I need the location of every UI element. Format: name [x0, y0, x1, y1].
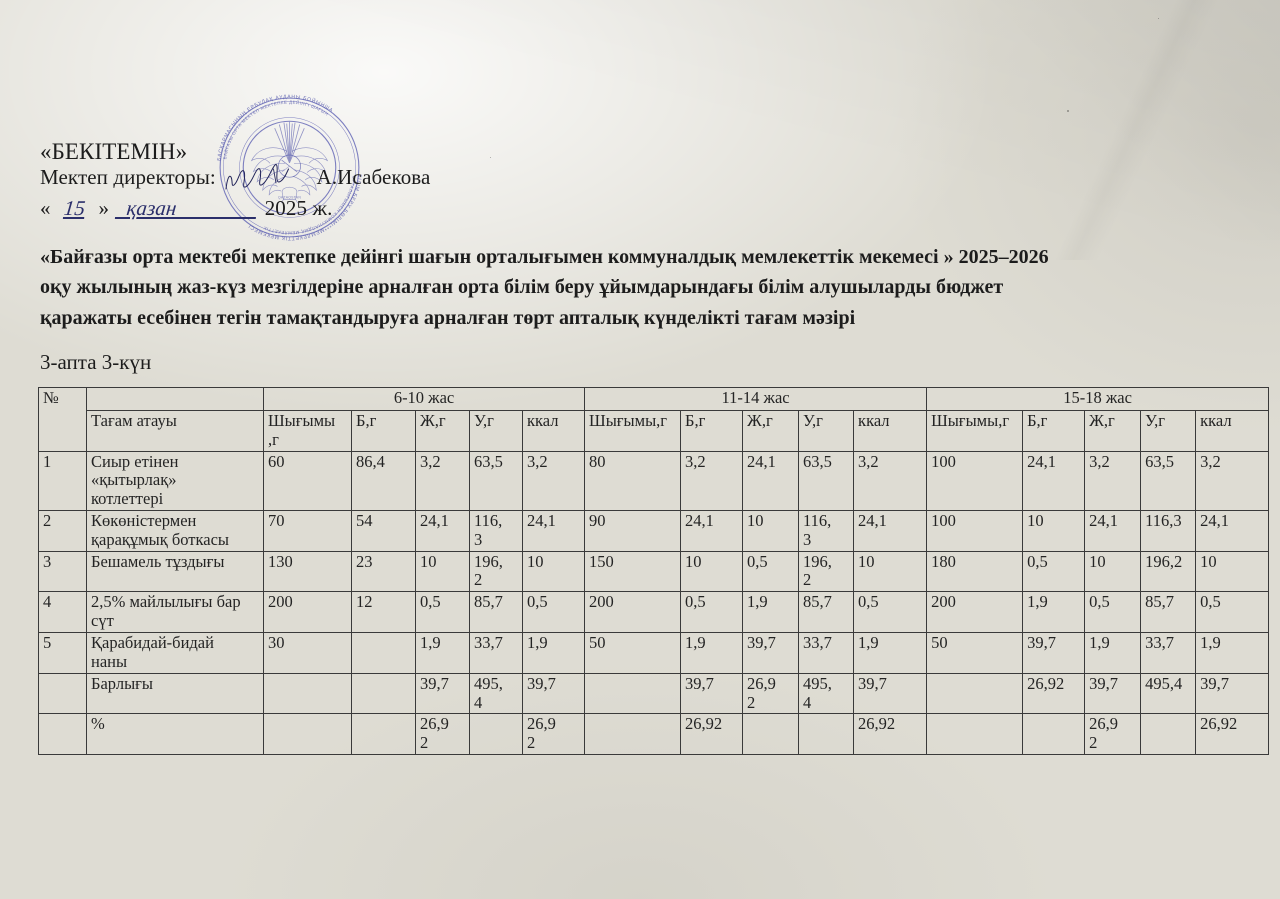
svg-text:БАЙҒАЗЫ ОРТА МЕКТЕП МЕКТЕПКЕ Д: БАЙҒАЗЫ ОРТА МЕКТЕП МЕКТЕПКЕ ДЕЙІНГІ ШАҒ…	[222, 100, 329, 160]
